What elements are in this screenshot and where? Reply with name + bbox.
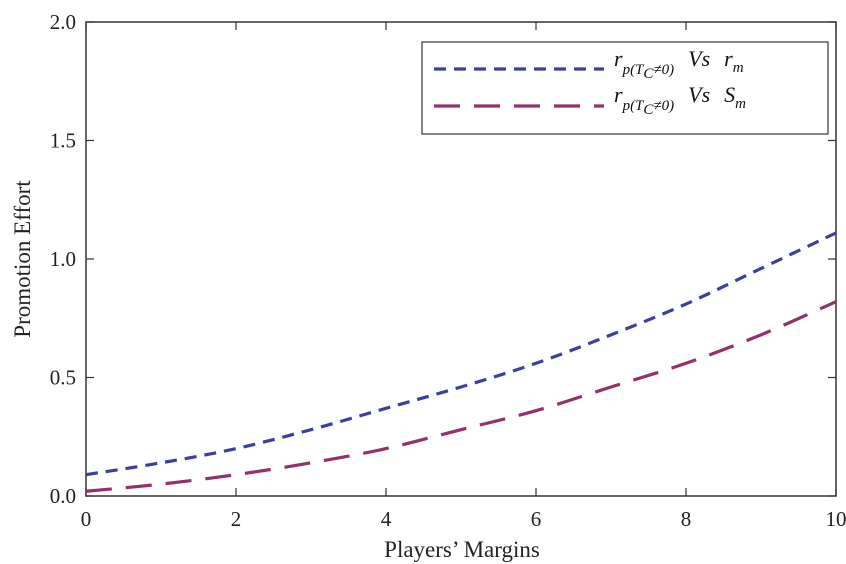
x-tick-label: 0 xyxy=(81,507,92,531)
x-axis-label: Players’ Margins xyxy=(384,537,540,562)
y-axis-label: Promotion Effort xyxy=(10,180,35,338)
legend: rp(TC≠0) Vs rm rp(TC≠0) Vs Sm xyxy=(421,41,829,135)
x-tick-label: 2 xyxy=(231,507,242,531)
y-tick-label: 0.5 xyxy=(50,366,76,390)
x-tick-label: 4 xyxy=(381,507,392,531)
y-tick-label: 2.0 xyxy=(50,10,76,34)
y-tick-label: 0.0 xyxy=(50,484,76,508)
legend-box xyxy=(421,41,829,135)
legend-label-series-2: rp(TC≠0) Vs Sm xyxy=(614,82,746,118)
y-tick-label: 1.5 xyxy=(50,129,76,153)
series-lines xyxy=(85,231,837,493)
legend-label-series-1: rp(TC≠0) Vs rm xyxy=(614,46,744,82)
series-line-2 xyxy=(85,300,837,493)
axis-ticks: 0 2 4 6 8 10 0.0 0.5 1.0 1.5 2.0 xyxy=(50,10,846,531)
x-tick-label: 8 xyxy=(681,507,692,531)
series-line-1 xyxy=(85,231,837,477)
x-tick-label: 10 xyxy=(826,507,846,531)
y-tick-label: 1.0 xyxy=(50,247,76,271)
x-tick-label: 6 xyxy=(531,507,542,531)
